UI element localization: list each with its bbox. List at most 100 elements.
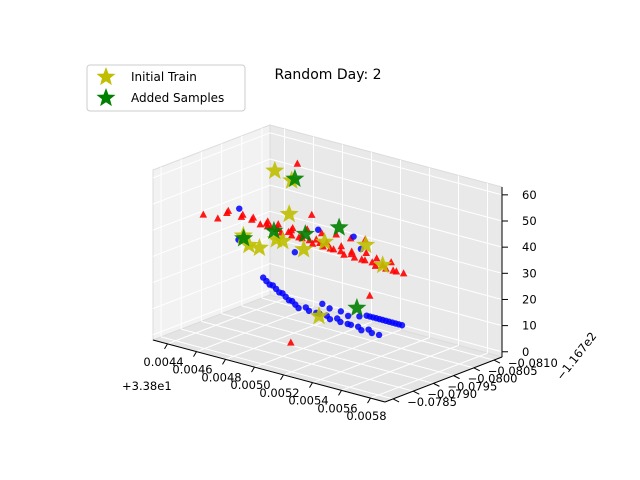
z-grid-line xyxy=(269,263,503,327)
added-samples-point xyxy=(329,217,349,236)
x-grid-line xyxy=(312,337,430,384)
triangle-series-point xyxy=(238,210,247,218)
y-offset-label: −1.167e2 xyxy=(553,329,599,382)
triangle-series-point xyxy=(399,269,408,277)
triangle-series-point xyxy=(308,239,317,247)
circle-series-point xyxy=(358,327,365,334)
x-grid-line xyxy=(167,298,285,345)
triangle-series-point xyxy=(392,267,401,275)
x-grid-line xyxy=(254,321,372,368)
z-tick-label: 60 xyxy=(522,188,537,202)
initial-train-point xyxy=(265,160,285,179)
triangle-series-point xyxy=(329,245,338,253)
initial-train-point xyxy=(249,237,269,257)
circle-series-point xyxy=(337,318,344,326)
legend-label-added-samples: Added Samples xyxy=(131,91,224,105)
legend-box xyxy=(86,64,246,112)
y-tick-label: −0.0800 xyxy=(468,372,518,386)
initial-train-point xyxy=(356,235,376,254)
grid-lines xyxy=(152,128,503,400)
data-points xyxy=(199,159,408,346)
x-tick-mark xyxy=(280,374,284,381)
triangle-series-point xyxy=(337,247,345,255)
z-grid-line xyxy=(269,132,503,196)
triangle-series-point xyxy=(224,206,233,214)
y-tick-label: −0.0795 xyxy=(447,379,497,393)
y-tick-mark xyxy=(433,382,440,387)
x-grid-line xyxy=(196,306,314,353)
y-tick-mark xyxy=(413,390,420,395)
initial-train-point xyxy=(239,235,259,254)
circle-series-point xyxy=(295,304,302,312)
x-tick-label: 0.0058 xyxy=(346,409,386,423)
x-tick-label: 0.0046 xyxy=(172,363,212,377)
x-offset-label: +3.38e1 xyxy=(122,379,172,393)
z-tick-label: 20 xyxy=(522,292,537,306)
triangle-series-point xyxy=(372,254,381,262)
triangle-series-point xyxy=(368,258,376,266)
tick-labels: 0.00440.00460.00480.00500.00520.00540.00… xyxy=(143,188,557,423)
y-tick-label: −0.0790 xyxy=(427,387,477,401)
triangle-series-point xyxy=(293,159,302,167)
z-grid-line xyxy=(269,210,503,274)
initial-train-point xyxy=(279,204,299,223)
initial-train-point xyxy=(294,239,314,258)
x-grid-line xyxy=(370,352,488,399)
circle-series-point xyxy=(350,233,357,240)
triangle-series-point xyxy=(361,256,369,264)
x-tick-mark xyxy=(251,366,255,373)
z-tick-label: 30 xyxy=(522,266,537,280)
y-tick-mark xyxy=(473,367,480,372)
added-samples-point xyxy=(264,220,284,239)
triangle-series-point xyxy=(307,210,316,218)
added-samples-point xyxy=(347,298,367,317)
triangle-series-point xyxy=(337,242,346,250)
triangle-series-point xyxy=(340,250,348,258)
y-tick-label: −0.0785 xyxy=(407,395,457,409)
added-samples-point xyxy=(285,168,305,187)
triangle-series-point xyxy=(287,231,296,239)
legend-marker-added-samples xyxy=(96,88,116,107)
z-grid-line xyxy=(269,184,503,248)
initial-train-point xyxy=(273,231,293,250)
triangle-series-point xyxy=(274,220,282,228)
x-tick-mark xyxy=(164,343,168,350)
circle-series-point xyxy=(347,321,355,328)
triangle-series-point xyxy=(347,247,356,255)
axes-panes xyxy=(151,124,504,403)
z-grid-line xyxy=(152,158,271,205)
z-tick-label: 0 xyxy=(522,345,529,359)
z-tick-label: 50 xyxy=(522,214,537,228)
z-tick-label: 40 xyxy=(522,240,537,254)
y-grid-line xyxy=(181,328,414,392)
triangle-series-point xyxy=(256,220,265,228)
initial-train-point xyxy=(309,306,329,325)
y-grid-line xyxy=(201,320,434,384)
x-tick-mark xyxy=(193,351,197,357)
circle-series-point xyxy=(375,331,383,339)
triangle-series-point xyxy=(350,253,359,261)
circle-series-point xyxy=(398,322,406,329)
x-tick-label: 0.0050 xyxy=(230,378,270,392)
circle-series-point xyxy=(344,312,352,320)
x-tick-label: 0.0048 xyxy=(201,370,241,384)
triangle-series-point xyxy=(288,224,297,232)
triangle-series-point xyxy=(371,261,380,269)
triangle-series-point xyxy=(362,248,370,256)
triangle-series-point xyxy=(249,213,258,221)
legend-label-initial-train: Initial Train xyxy=(131,70,197,84)
legend-marker-initial-train xyxy=(96,67,116,86)
triangle-series-point xyxy=(287,338,295,346)
added-samples-point xyxy=(234,228,254,247)
triangle-series-point xyxy=(263,217,272,225)
x-tick-mark xyxy=(338,390,342,396)
z-grid-line xyxy=(152,263,271,310)
y-grid-line xyxy=(221,313,454,377)
circle-series-point xyxy=(319,300,326,308)
circle-series-point xyxy=(305,307,313,315)
x-tick-mark xyxy=(309,382,313,388)
circle-series-point xyxy=(337,308,345,315)
x-tick-label: 0.0052 xyxy=(259,386,299,400)
x-tick-label: 0.0054 xyxy=(288,394,328,408)
